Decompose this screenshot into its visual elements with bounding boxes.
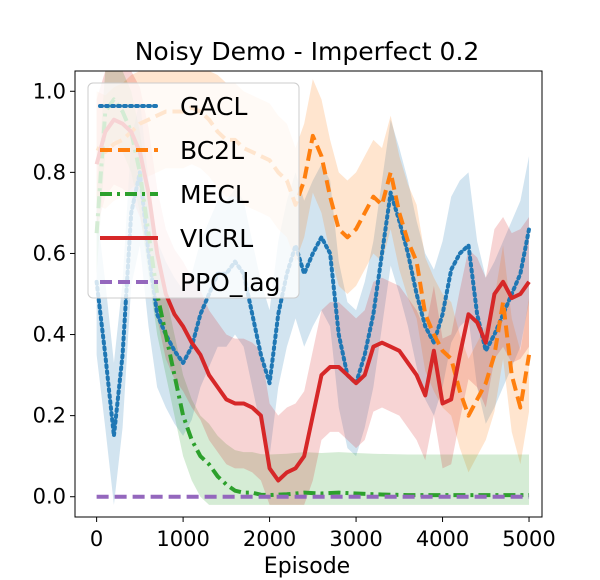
band-vicrl bbox=[96, 71, 530, 505]
y-tick-label: 0.0 bbox=[33, 485, 66, 509]
chart-title: Noisy Demo - Imperfect 0.2 bbox=[135, 37, 480, 66]
legend-label-ppo-lag: PPO_lag bbox=[180, 268, 280, 297]
legend-label-vicrl: VICRL bbox=[180, 224, 253, 253]
series-line-bc2l bbox=[95, 105, 532, 418]
band-gacl bbox=[96, 99, 530, 505]
band-mecl bbox=[96, 71, 530, 505]
x-tick-label: 0 bbox=[90, 527, 103, 551]
legend-label-gacl: GACL bbox=[180, 92, 247, 121]
y-tick-label: 0.4 bbox=[33, 323, 66, 347]
y-tick-label: 1.0 bbox=[33, 79, 66, 103]
series-line-mecl bbox=[94, 97, 530, 498]
legend: GACL BC2L MECL VICRL PPO_lag bbox=[87, 82, 300, 299]
series-line-vicrl bbox=[94, 117, 531, 483]
x-tick-label: 3000 bbox=[329, 527, 382, 551]
y-tick-label: 0.8 bbox=[33, 160, 66, 184]
y-tick-label: 0.6 bbox=[33, 241, 66, 265]
x-tick-label: 4000 bbox=[416, 527, 469, 551]
plot-frame bbox=[74, 70, 543, 518]
x-tick-label: 1000 bbox=[156, 527, 209, 551]
x-axis: 0 1000 2000 3000 4000 5000 bbox=[90, 517, 556, 551]
y-axis: 0.0 0.2 0.4 0.6 0.8 1.0 bbox=[33, 79, 75, 509]
x-axis-label: Episode bbox=[264, 554, 350, 579]
legend-box bbox=[87, 82, 300, 299]
series-lines bbox=[94, 97, 532, 499]
legend-label-bc2l: BC2L bbox=[180, 136, 244, 165]
x-tick-label: 5000 bbox=[502, 527, 555, 551]
x-tick-label: 2000 bbox=[243, 527, 296, 551]
legend-label-mecl: MECL bbox=[180, 180, 249, 209]
y-tick-label: 0.2 bbox=[33, 404, 66, 428]
